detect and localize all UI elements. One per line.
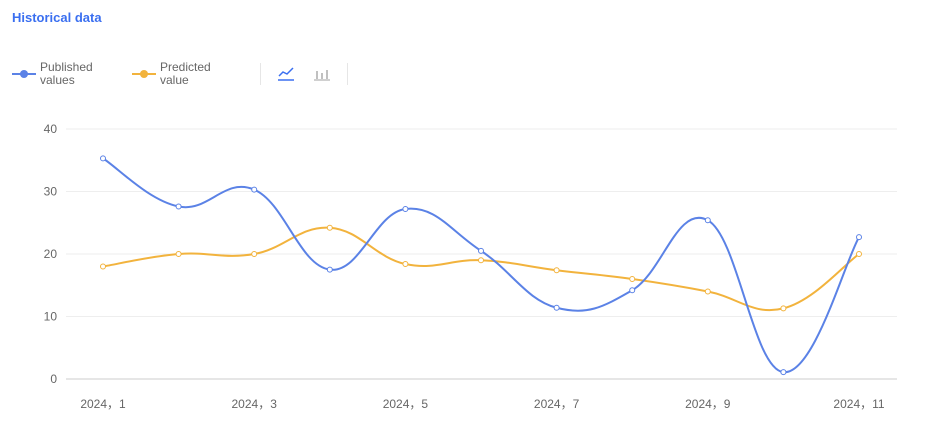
data-point-published [780, 369, 787, 376]
data-point-published [402, 206, 409, 212]
bar-chart-icon[interactable] [313, 67, 331, 81]
series-line-predicted [102, 226, 860, 312]
legend-label-predicted: Predicted value [160, 60, 211, 87]
y-tick-label: 0 [50, 372, 57, 386]
data-point-predicted [629, 276, 636, 282]
data-point-predicted [704, 288, 711, 295]
data-point-published [553, 304, 560, 311]
legend-swatch-published-icon [12, 70, 36, 78]
data-point-predicted [175, 251, 182, 257]
legend-item-published[interactable]: Published values [12, 61, 110, 87]
y-tick-label: 20 [44, 247, 58, 261]
data-point-published [326, 266, 333, 273]
y-tick-label: 30 [44, 185, 58, 199]
data-point-predicted [780, 305, 787, 312]
data-point-predicted [326, 224, 333, 231]
x-tick-label: 2024，7 [534, 397, 580, 411]
legend-swatch-predicted-icon [132, 70, 156, 78]
legend: Published values Predicted value [12, 60, 348, 88]
chart-toolbox [260, 63, 348, 85]
y-tick-label: 10 [44, 310, 58, 324]
x-tick-label: 2024，9 [685, 397, 731, 411]
data-point-predicted [856, 251, 862, 257]
y-tick-label: 40 [44, 122, 58, 136]
series-line-published [102, 157, 860, 374]
data-point-published [856, 234, 862, 241]
data-point-predicted [100, 263, 106, 270]
data-point-predicted [553, 267, 560, 274]
x-tick-label: 2024，5 [383, 397, 429, 411]
x-tick-label: 2024，1 [80, 397, 126, 411]
data-point-published [629, 287, 636, 294]
data-point-published [704, 217, 711, 224]
x-tick-label: 2024，3 [232, 397, 278, 411]
data-point-predicted [478, 257, 484, 264]
data-point-predicted [251, 251, 258, 257]
legend-item-predicted[interactable]: Predicted value [132, 61, 230, 87]
chart-title: Historical data [12, 10, 102, 25]
data-point-predicted [402, 261, 409, 267]
data-point-published [478, 247, 484, 254]
data-point-published [175, 203, 182, 210]
x-tick-label: 2024，11 [833, 397, 884, 411]
line-chart-icon[interactable] [277, 67, 295, 81]
data-point-published [100, 155, 106, 162]
data-point-published [251, 186, 258, 193]
legend-label-published: Published values [40, 60, 93, 87]
